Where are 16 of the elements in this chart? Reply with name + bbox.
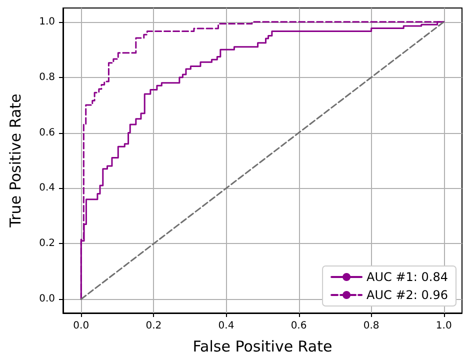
- y-axis-title: True Positive Rate: [6, 94, 24, 228]
- x-tick-label: 0.8: [363, 320, 380, 332]
- y-tick-label: 1.0: [39, 16, 55, 28]
- y-tick-label: 0.4: [39, 182, 55, 194]
- legend-label: AUC #1: 0.84: [366, 270, 448, 284]
- y-tick-label: 0.2: [39, 238, 55, 250]
- x-tick-label: 0.6: [290, 320, 307, 332]
- y-tick-label: 0.0: [39, 294, 55, 305]
- y-tick-label: 0.8: [39, 72, 55, 83]
- x-tick-label: 0.4: [218, 320, 234, 332]
- x-tick-label: 0.0: [73, 320, 90, 332]
- x-tick-label: 1.0: [436, 320, 452, 332]
- x-axis-title: False Positive Rate: [192, 338, 332, 356]
- y-tick-label: 0.6: [39, 127, 55, 138]
- legend-label: AUC #2: 0.96: [366, 288, 448, 302]
- x-tick-label: 0.2: [146, 320, 162, 332]
